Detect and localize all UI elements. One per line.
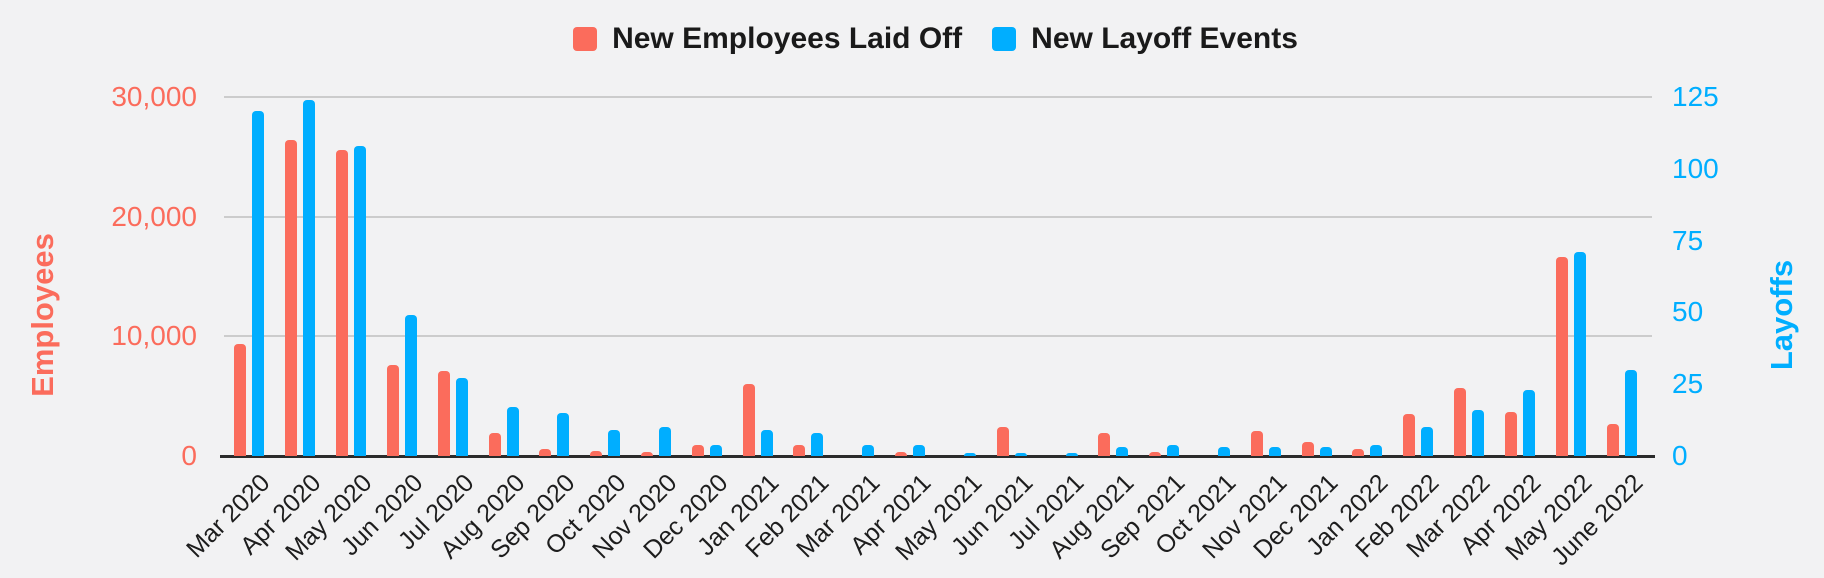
bar-new-employees-laid-off[interactable]: [1352, 448, 1365, 456]
bar-new-employees-laid-off[interactable]: [336, 149, 349, 456]
bar-new-employees-laid-off[interactable]: [1149, 452, 1162, 456]
bar-new-layoff-events[interactable]: [1472, 410, 1485, 456]
bar-new-layoff-events[interactable]: [963, 453, 976, 456]
bar-new-employees-laid-off[interactable]: [996, 427, 1009, 456]
bar-new-layoff-events[interactable]: [506, 407, 519, 456]
legend-label-events: New Layoff Events: [1031, 22, 1298, 55]
bar-new-layoff-events[interactable]: [1319, 447, 1332, 456]
bar-new-employees-laid-off[interactable]: [539, 448, 552, 456]
bar-new-employees-laid-off[interactable]: [590, 451, 603, 456]
y-axis-tick-label-left: 20,000: [111, 200, 197, 232]
bar-new-layoff-events[interactable]: [811, 433, 824, 456]
chart-legend: New Employees Laid Off New Layoff Events: [224, 22, 1647, 56]
bar-new-layoff-events[interactable]: [709, 444, 722, 456]
bar-new-layoff-events[interactable]: [1522, 389, 1535, 456]
y-axis-tick-label-right: 25: [1672, 368, 1704, 400]
bar-new-employees-laid-off[interactable]: [742, 384, 755, 456]
bar-new-employees-laid-off[interactable]: [488, 433, 501, 456]
gridline: [224, 96, 1652, 98]
bar-new-layoff-events[interactable]: [1370, 444, 1383, 456]
y-axis-tick-label-left: 30,000: [111, 81, 197, 112]
legend-item-employees[interactable]: New Employees Laid Off: [573, 22, 962, 56]
bar-new-layoff-events[interactable]: [1218, 447, 1231, 456]
bar-new-layoff-events[interactable]: [1421, 427, 1434, 456]
bar-new-employees-laid-off[interactable]: [640, 452, 653, 456]
y-axis-tick-label-right: 0: [1672, 440, 1688, 471]
bar-new-layoff-events[interactable]: [1624, 369, 1637, 456]
bar-new-employees-laid-off[interactable]: [1250, 430, 1263, 456]
bar-new-layoff-events[interactable]: [303, 99, 316, 456]
bar-new-employees-laid-off[interactable]: [1606, 423, 1619, 456]
bar-new-layoff-events[interactable]: [1268, 447, 1281, 456]
y-axis-tick-label-right: 100: [1672, 152, 1719, 184]
bar-new-layoff-events[interactable]: [1167, 444, 1180, 456]
bar-new-employees-laid-off[interactable]: [1301, 441, 1314, 456]
bar-new-layoff-events[interactable]: [1573, 252, 1586, 456]
bar-new-employees-laid-off[interactable]: [234, 343, 247, 456]
legend-label-employees: New Employees Laid Off: [612, 22, 963, 55]
y-axis-tick-label-right: 125: [1672, 81, 1719, 112]
bar-new-employees-laid-off[interactable]: [1555, 257, 1568, 456]
bar-new-employees-laid-off[interactable]: [1504, 411, 1517, 456]
bar-new-layoff-events[interactable]: [1116, 447, 1129, 456]
legend-item-events[interactable]: New Layoff Events: [992, 22, 1298, 56]
bar-new-employees-laid-off[interactable]: [1098, 433, 1111, 456]
bar-new-layoff-events[interactable]: [658, 427, 671, 456]
bar-new-layoff-events[interactable]: [557, 412, 570, 456]
y-axis-tick-label-left: 10,000: [111, 320, 197, 352]
bar-new-layoff-events[interactable]: [862, 444, 875, 456]
legend-swatch-events-icon: [992, 27, 1017, 51]
bar-new-employees-laid-off[interactable]: [437, 371, 450, 456]
bar-new-employees-laid-off[interactable]: [793, 445, 806, 456]
bar-new-employees-laid-off[interactable]: [1454, 387, 1467, 456]
bar-new-layoff-events[interactable]: [252, 111, 265, 456]
bar-new-employees-laid-off[interactable]: [285, 140, 298, 456]
x-axis-line: [220, 455, 1655, 458]
legend-swatch-employees-icon: [573, 27, 598, 51]
bar-new-layoff-events[interactable]: [913, 444, 926, 456]
bar-new-employees-laid-off[interactable]: [895, 452, 908, 456]
y-axis-tick-label-right: 50: [1672, 296, 1704, 328]
y-axis-tick-label-right: 75: [1672, 224, 1704, 256]
bar-new-layoff-events[interactable]: [404, 315, 417, 456]
bar-new-layoff-events[interactable]: [608, 430, 621, 456]
y-axis-tick-label-left: 0: [181, 440, 197, 471]
bar-new-layoff-events[interactable]: [354, 145, 367, 456]
bar-new-layoff-events[interactable]: [1014, 453, 1027, 456]
bar-new-employees-laid-off[interactable]: [386, 365, 399, 456]
bar-new-employees-laid-off[interactable]: [691, 445, 704, 456]
gridline: [224, 215, 1652, 218]
gridline: [224, 335, 1652, 338]
bar-new-layoff-events[interactable]: [760, 430, 773, 456]
y-axis-title-employees: Employees: [25, 233, 60, 397]
bar-new-employees-laid-off[interactable]: [1403, 414, 1416, 456]
bar-new-layoff-events[interactable]: [455, 378, 468, 456]
bar-new-layoff-events[interactable]: [1065, 453, 1078, 456]
